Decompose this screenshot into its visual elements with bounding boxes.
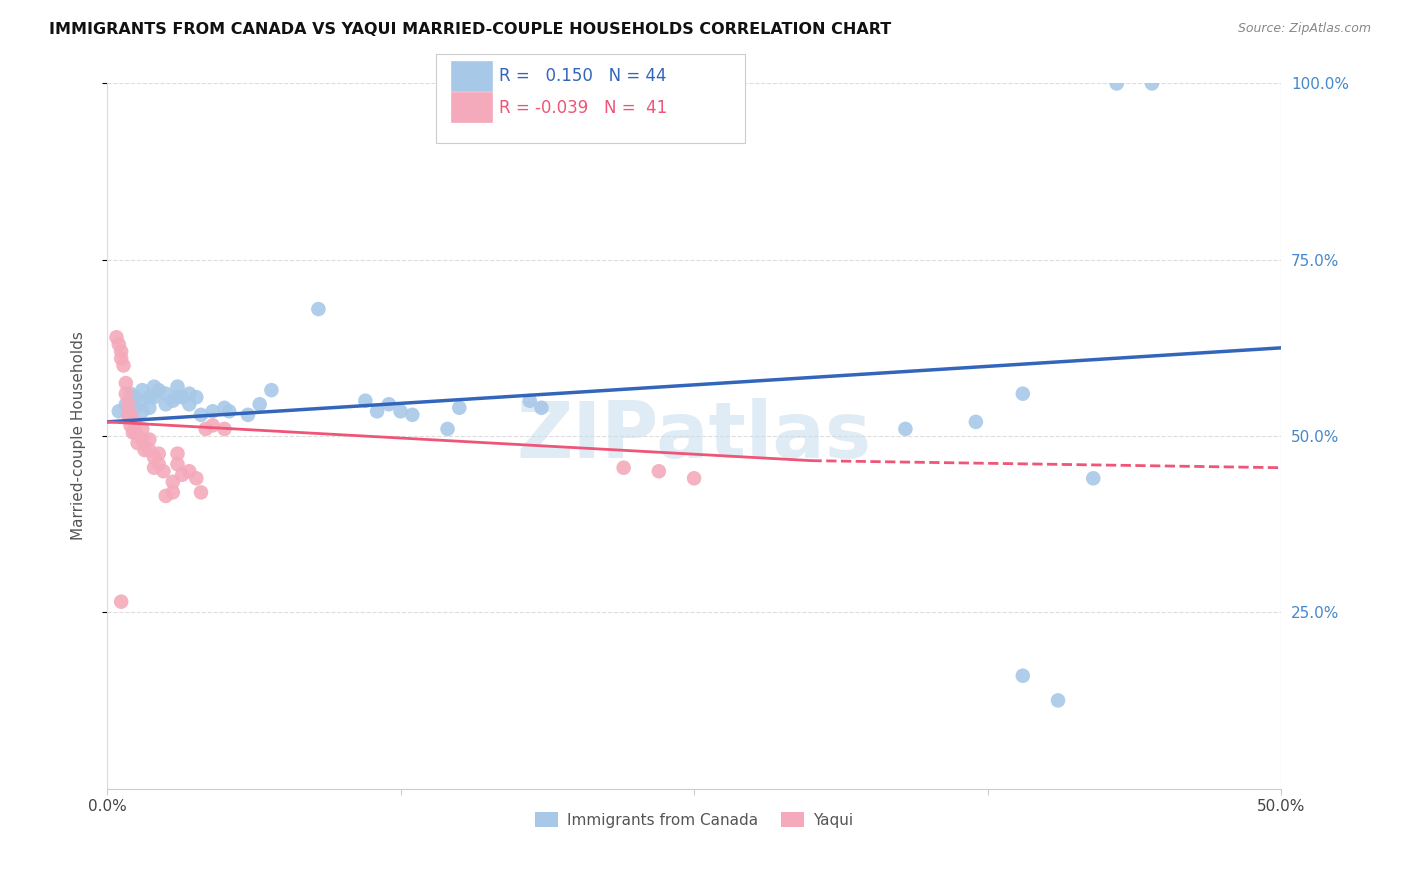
Point	[249, 397, 271, 411]
Point	[659, 77, 682, 91]
Point	[124, 390, 146, 404]
Point	[138, 443, 160, 458]
Point	[201, 418, 224, 433]
Point	[148, 383, 170, 397]
Point	[378, 397, 401, 411]
Point	[117, 408, 139, 422]
Point	[1083, 471, 1105, 485]
Point	[683, 471, 706, 485]
Point	[115, 386, 138, 401]
Point	[124, 415, 146, 429]
Point	[143, 460, 166, 475]
Point	[120, 386, 142, 401]
Point	[366, 404, 388, 418]
Point	[127, 436, 149, 450]
Point	[1047, 693, 1070, 707]
Point	[162, 485, 184, 500]
Point	[162, 393, 184, 408]
Point	[201, 404, 224, 418]
Point	[648, 464, 671, 478]
Text: IMMIGRANTS FROM CANADA VS YAQUI MARRIED-COUPLE HOUSEHOLDS CORRELATION CHART: IMMIGRANTS FROM CANADA VS YAQUI MARRIED-…	[49, 22, 891, 37]
Point	[190, 485, 212, 500]
Point	[138, 390, 160, 404]
Point	[965, 415, 987, 429]
Point	[131, 383, 153, 397]
Point	[179, 464, 201, 478]
Point	[155, 489, 177, 503]
Point	[122, 425, 145, 440]
Point	[143, 390, 166, 404]
Point	[186, 471, 208, 485]
Point	[120, 397, 142, 411]
Point	[179, 397, 201, 411]
Point	[1140, 77, 1163, 91]
Point	[179, 386, 201, 401]
Text: Source: ZipAtlas.com: Source: ZipAtlas.com	[1237, 22, 1371, 36]
Point	[166, 390, 188, 404]
Point	[131, 433, 153, 447]
Point	[108, 404, 131, 418]
Point	[166, 447, 188, 461]
Point	[1011, 669, 1033, 683]
Point	[131, 393, 153, 408]
Point	[214, 422, 236, 436]
Point	[110, 351, 132, 366]
Point	[162, 475, 184, 489]
Point	[115, 376, 138, 390]
Text: ZIPatlas: ZIPatlas	[516, 398, 872, 474]
Point	[307, 301, 329, 316]
Point	[138, 433, 160, 447]
Point	[105, 330, 128, 344]
Point	[236, 408, 259, 422]
Point	[152, 464, 174, 478]
Point	[186, 390, 208, 404]
Point	[389, 404, 412, 418]
Point	[120, 418, 142, 433]
Legend: Immigrants from Canada, Yaqui: Immigrants from Canada, Yaqui	[529, 805, 859, 834]
Point	[155, 386, 177, 401]
Point	[124, 401, 146, 415]
Point	[449, 401, 471, 415]
Point	[190, 408, 212, 422]
Point	[354, 393, 377, 408]
Point	[131, 422, 153, 436]
Point	[120, 408, 142, 422]
Point	[214, 401, 236, 415]
Point	[894, 422, 917, 436]
Point	[194, 422, 217, 436]
Point	[1105, 77, 1128, 91]
Point	[166, 379, 188, 393]
Point	[117, 408, 139, 422]
Point	[110, 344, 132, 359]
Point	[172, 390, 194, 404]
Point	[172, 467, 194, 482]
Point	[143, 379, 166, 393]
Point	[134, 443, 156, 458]
Point	[131, 404, 153, 418]
Point	[108, 337, 131, 351]
Point	[115, 397, 138, 411]
Point	[260, 383, 283, 397]
Point	[138, 401, 160, 415]
Text: R =   0.150   N = 44: R = 0.150 N = 44	[499, 67, 666, 85]
Point	[155, 397, 177, 411]
Point	[143, 450, 166, 464]
Point	[148, 447, 170, 461]
Point	[401, 408, 423, 422]
Point	[148, 457, 170, 471]
Point	[124, 425, 146, 440]
Point	[530, 401, 553, 415]
Point	[117, 397, 139, 411]
Point	[166, 457, 188, 471]
Point	[613, 460, 636, 475]
Text: R = -0.039   N =  41: R = -0.039 N = 41	[499, 99, 668, 117]
Point	[112, 359, 135, 373]
Point	[110, 595, 132, 609]
Point	[519, 393, 541, 408]
Point	[1011, 386, 1033, 401]
Y-axis label: Married-couple Households: Married-couple Households	[72, 332, 86, 541]
Point	[120, 408, 142, 422]
Point	[218, 404, 240, 418]
Point	[436, 422, 458, 436]
